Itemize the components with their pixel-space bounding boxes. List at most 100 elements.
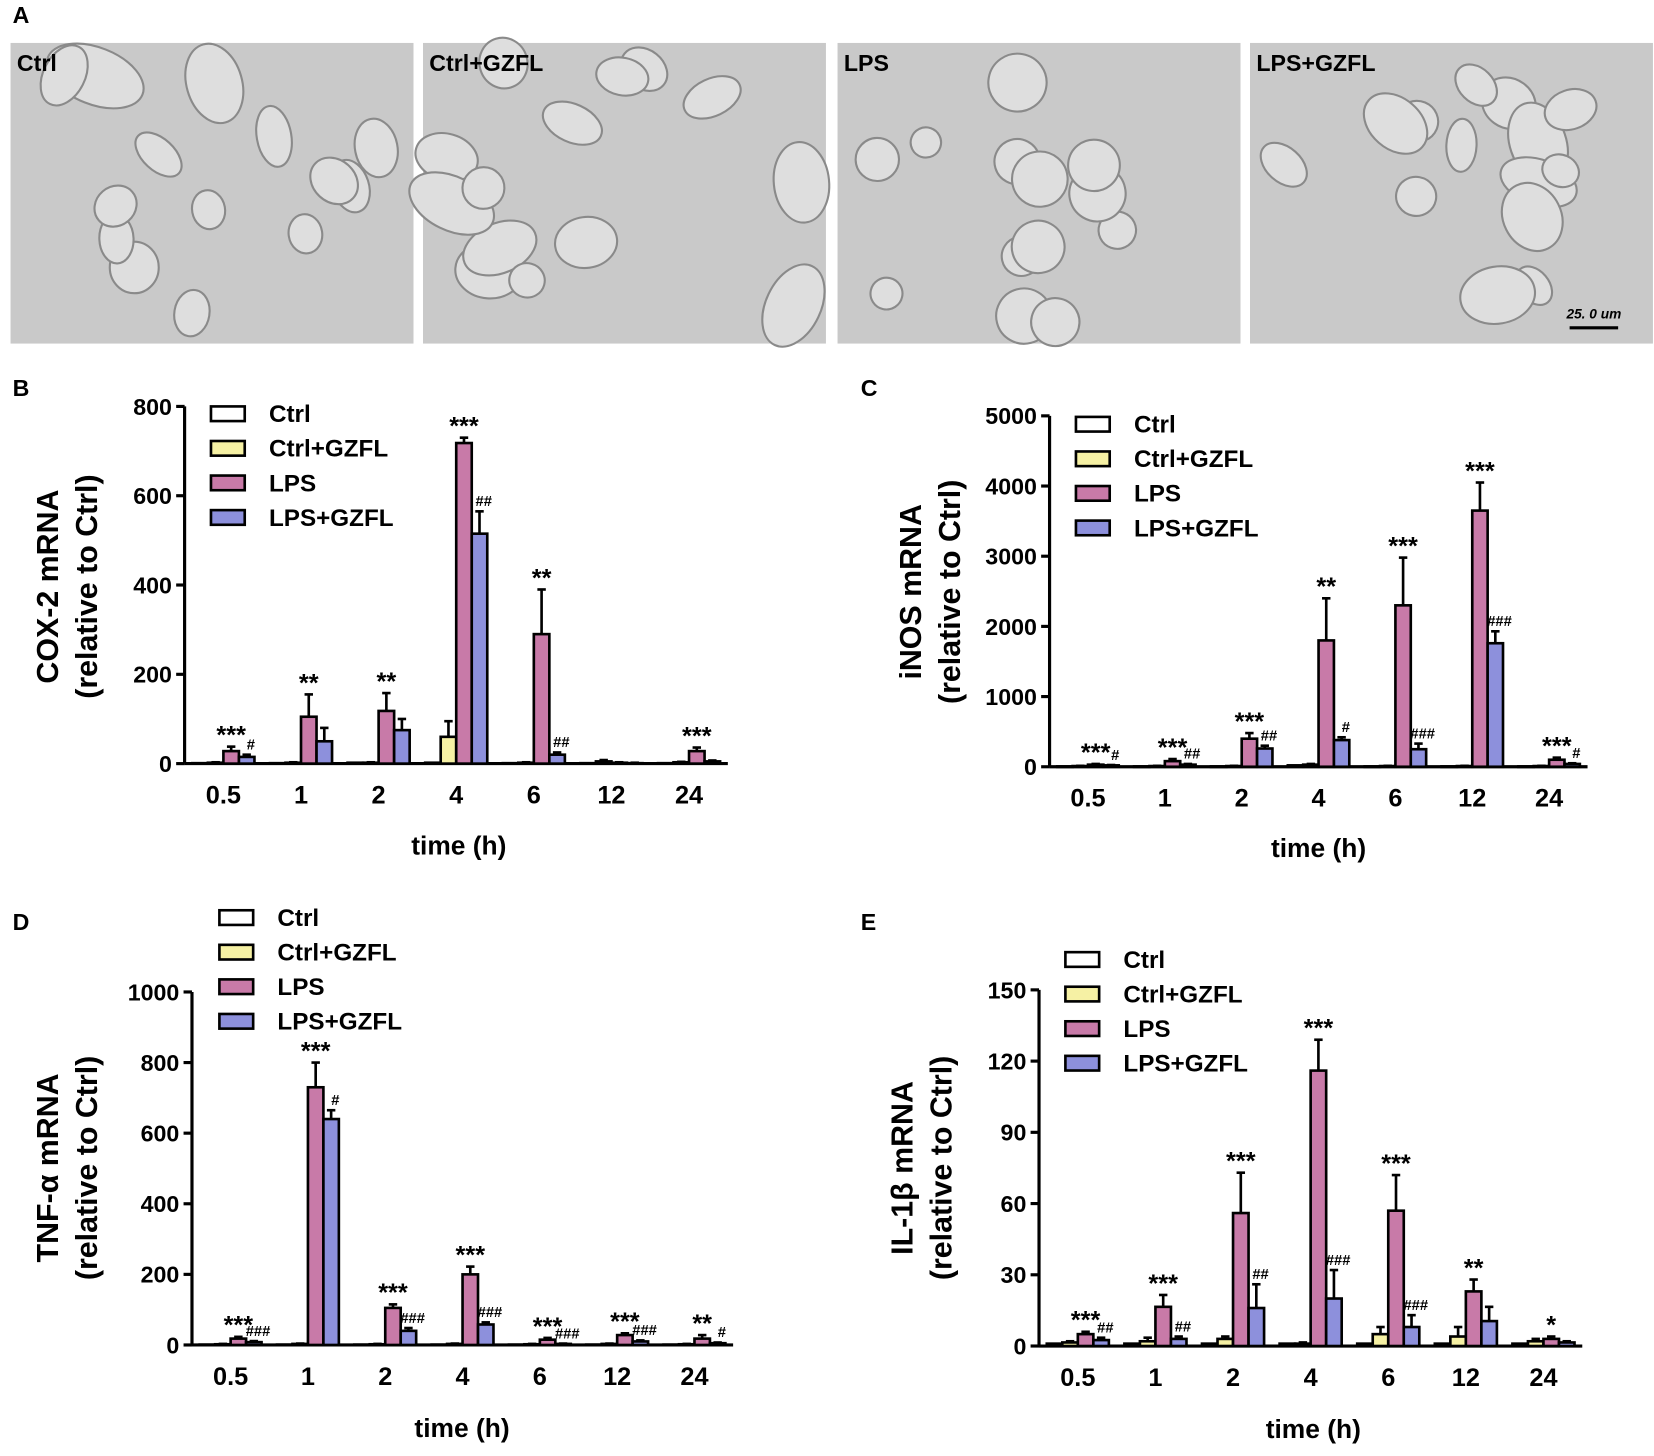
x-tick-label: 12: [597, 781, 625, 809]
bar: [244, 1340, 263, 1347]
legend-label: Ctrl+GZFL: [269, 436, 388, 463]
y-tick-label: 200: [141, 1262, 180, 1288]
bar: [237, 755, 256, 765]
y-tick-label: 600: [133, 483, 172, 509]
bar: [507, 1343, 526, 1347]
bar: [206, 761, 225, 765]
bar: [1163, 759, 1182, 769]
x-tick-label: 12: [1452, 1364, 1480, 1392]
significance-label: ***: [1081, 739, 1111, 767]
bar: [392, 728, 411, 765]
y-tick-label: 2000: [985, 614, 1037, 640]
x-tick-label: 0.5: [206, 781, 241, 809]
legend-swatch: [1074, 450, 1112, 468]
bar: [1449, 1335, 1468, 1348]
bar: [470, 532, 489, 765]
x-tick-label: 0.5: [213, 1363, 248, 1391]
bar: [1409, 747, 1428, 769]
cell: [508, 262, 546, 299]
legend-swatch: [1074, 415, 1112, 433]
bar: [1225, 764, 1244, 769]
bar: [1240, 737, 1259, 769]
bar: [548, 753, 567, 765]
significance-label: ##: [1252, 1267, 1268, 1283]
cell: [869, 276, 904, 311]
cell: [553, 215, 619, 270]
micrograph: [1249, 42, 1653, 344]
y-axis-label: (relative to Ctrl): [70, 1056, 104, 1280]
bar: [631, 1340, 650, 1347]
significance-label: ***: [610, 1308, 640, 1336]
significance-label: ***: [1071, 1307, 1101, 1335]
legend-label: Ctrl: [277, 905, 319, 932]
bar: [1301, 763, 1320, 769]
bar: [1309, 1069, 1328, 1348]
significance-label: ***: [1542, 733, 1572, 761]
cell: [595, 56, 650, 97]
bar: [1045, 1342, 1064, 1348]
bar: [677, 1342, 696, 1347]
legend-swatch: [209, 405, 247, 423]
cell: [255, 104, 293, 168]
significance-label: ##: [1097, 1321, 1113, 1337]
significance-label: #: [1572, 746, 1580, 762]
x-tick-label: 2: [378, 1363, 392, 1391]
bar: [523, 1342, 542, 1347]
x-tick-label: 1: [301, 1363, 315, 1391]
bar: [1324, 1297, 1344, 1348]
image-label: LPS+GZFL: [1256, 50, 1375, 76]
x-tick-label: 12: [1458, 785, 1486, 813]
legend-label: LPS+GZFL: [1134, 515, 1259, 542]
bar: [1055, 765, 1074, 769]
significance-label: ###: [1326, 1253, 1351, 1269]
y-axis-label: iNOS mRNA: [894, 504, 928, 679]
legend-label: LPS: [1134, 481, 1181, 508]
cell: [184, 42, 245, 125]
significance-label: ***: [449, 413, 479, 441]
x-tick-label: 24: [1529, 1364, 1557, 1392]
legend-swatch: [209, 474, 247, 492]
bar: [353, 1343, 372, 1347]
legend-label: Ctrl+GZFL: [1123, 982, 1242, 1009]
bar: [1231, 1211, 1250, 1348]
significance-label: ***: [1381, 1150, 1411, 1178]
bar: [1278, 1342, 1297, 1348]
bar: [383, 1306, 403, 1347]
legend-swatch: [218, 943, 255, 961]
cell: [173, 288, 211, 338]
bar: [1486, 641, 1505, 769]
bar: [1102, 764, 1121, 769]
image-label: Ctrl+GZFL: [429, 50, 543, 76]
legend-swatch: [1064, 985, 1101, 1003]
significance-label: ***: [216, 722, 246, 750]
significance-label: ###: [1410, 726, 1435, 742]
significance-label: #: [1342, 720, 1350, 736]
bar: [1363, 765, 1382, 769]
bar: [1255, 747, 1274, 769]
x-axis-label: time (h): [1266, 1414, 1361, 1444]
cell: [1362, 92, 1429, 155]
bar: [377, 709, 396, 765]
bar: [1526, 1339, 1545, 1348]
cell: [134, 131, 183, 178]
bar: [1547, 758, 1566, 769]
x-tick-label: 12: [603, 1363, 631, 1391]
x-tick-label: 4: [1312, 785, 1326, 813]
x-tick-label: 24: [680, 1363, 708, 1391]
significance-label: ***: [1388, 533, 1418, 561]
bar: [476, 1323, 495, 1347]
y-tick-label: 0: [159, 751, 172, 777]
y-axis-label: TNF-α mRNA: [31, 1073, 65, 1262]
x-tick-label: 4: [456, 1363, 470, 1391]
y-tick-label: 400: [133, 572, 172, 598]
bar: [532, 632, 551, 765]
y-tick-label: 0: [1013, 1333, 1026, 1359]
significance-label: ***: [224, 1312, 254, 1340]
bar: [1060, 1341, 1080, 1348]
significance-label: ##: [1261, 729, 1277, 745]
x-axis-label: time (h): [414, 1413, 509, 1443]
significance-label: ##: [553, 735, 569, 751]
x-tick-label: 0.5: [1070, 785, 1105, 813]
bar: [1317, 639, 1336, 769]
x-tick-label: 1: [1148, 1364, 1162, 1392]
